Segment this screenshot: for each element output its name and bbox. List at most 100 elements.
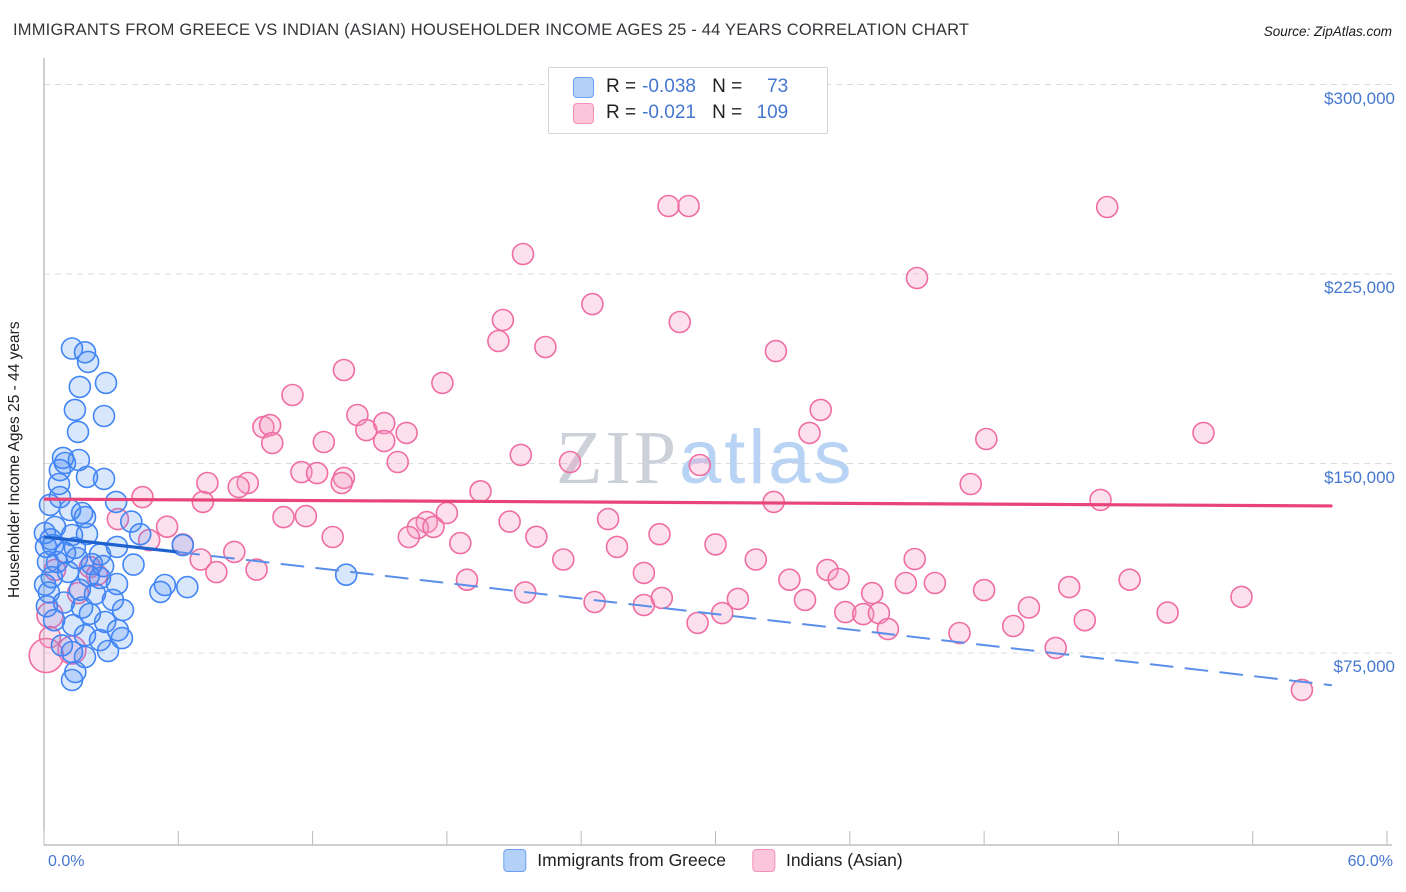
scatter-point-indian <box>511 242 535 266</box>
scatter-point-indian <box>330 471 354 495</box>
r-label: R = <box>606 76 637 97</box>
greece-swatch-icon <box>503 849 527 872</box>
indian-swatch-icon <box>751 849 775 872</box>
scatter-point-indian <box>1044 636 1067 660</box>
scatter-point-indian <box>205 560 228 584</box>
scatter-point-indian <box>668 310 692 334</box>
scatter-point-indian <box>948 621 971 645</box>
y-axis-tick-label: $150,000 <box>1324 467 1395 487</box>
scatter-point-indian <box>923 571 947 595</box>
scatter-point-greece <box>70 501 94 525</box>
scatter-point-greece <box>96 639 120 663</box>
scatter-point-greece <box>75 465 99 489</box>
scatter-point-indian <box>281 383 304 407</box>
scatter-point-indian <box>605 535 629 559</box>
scatter-point-indian <box>372 429 396 453</box>
r-label: R = <box>606 102 637 123</box>
scatter-point-greece <box>38 493 62 517</box>
scatter-point-greece <box>104 490 128 514</box>
scatter-point-greece <box>122 553 145 576</box>
r-value-indian: -0.021 <box>642 102 696 123</box>
scatter-point-greece <box>128 522 152 546</box>
scatter-point-indian <box>688 453 712 477</box>
scatter-point-greece <box>60 337 84 360</box>
scatter-point-indian <box>469 479 492 503</box>
scatter-point-indian <box>272 505 295 529</box>
scatter-point-indian <box>1192 421 1215 445</box>
scatter-point-indian <box>1095 195 1119 219</box>
scatter-point-greece <box>92 467 116 491</box>
scatter-point-indian <box>677 194 700 218</box>
scatter-point-indian <box>726 587 750 611</box>
scatter-point-indian <box>1017 596 1041 619</box>
scatter-point-indian <box>798 421 821 445</box>
legend-item-greece: Immigrants from Greece <box>503 849 726 872</box>
scatter-point-indian <box>959 472 983 496</box>
scatter-point-greece <box>120 510 143 533</box>
scatter-point-indian <box>38 625 62 649</box>
scatter-point-greece <box>111 598 135 622</box>
scatter-point-indian <box>551 548 575 571</box>
scatter-point-indian <box>260 431 284 455</box>
scatter-point-indian <box>1118 568 1141 592</box>
scatter-point-indian <box>704 533 727 556</box>
scatter-point-greece <box>110 626 134 650</box>
scatter-point-indian <box>498 510 521 533</box>
y-axis-tick-label: $225,000 <box>1324 278 1395 297</box>
scatter-point-indian <box>487 329 510 353</box>
scatter-point-indian <box>227 475 250 499</box>
scatter-point-indian <box>860 581 884 605</box>
scatter-point-indian <box>1057 575 1081 599</box>
watermark: ZIPatlas <box>556 415 855 500</box>
scatter-point-indian <box>1290 678 1314 702</box>
source-attribution: Source: ZipAtlas.com <box>1263 24 1392 39</box>
scatter-point-indian <box>905 266 929 290</box>
scatter-point-greece <box>171 533 195 557</box>
scatter-point-greece <box>35 594 59 618</box>
scatter-point-greece <box>63 398 87 422</box>
scatter-point-indian <box>155 515 179 539</box>
scatter-point-indian <box>744 548 768 571</box>
scatter-point-indian <box>650 586 674 610</box>
scatter-point-indian <box>974 427 998 451</box>
y-axis-tick-label: $75,000 <box>1333 657 1395 676</box>
scatter-point-indian <box>1001 614 1025 638</box>
n-value-indian: 109 <box>756 102 789 123</box>
scatter-point-indian <box>583 590 606 614</box>
scatter-point-greece <box>93 610 117 634</box>
scatter-point-greece <box>76 350 100 374</box>
greece-trend-extrapolation <box>176 550 1333 687</box>
scatter-point-indian <box>827 567 850 591</box>
legend-row-greece: R = -0.038 N = 73 <box>573 76 815 98</box>
scatter-point-indian <box>422 515 445 539</box>
legend-row-indian: R = -0.021 N = 109 <box>573 102 815 124</box>
scatter-point-greece <box>153 573 177 597</box>
scatter-point-indian <box>191 490 215 514</box>
scatter-point-greece <box>68 375 92 399</box>
x-axis-max-label: 60.0% <box>1347 853 1393 870</box>
series-legend: Immigrants from Greece Indians (Asian) <box>503 849 903 872</box>
scatter-point-indian <box>833 600 857 624</box>
scatter-point-indian <box>294 504 318 528</box>
legend-label-greece: Immigrants from Greece <box>537 850 726 870</box>
scatter-point-indian <box>972 578 996 602</box>
correlation-legend: R = -0.038 N = 73 R = -0.021 N = 109 <box>548 67 828 134</box>
scatter-point-indian <box>196 471 219 495</box>
scatter-point-indian <box>903 547 927 571</box>
scatter-point-indian <box>509 443 533 467</box>
scatter-point-indian <box>778 568 801 592</box>
scatter-point-indian <box>372 411 396 435</box>
indian-trend-line <box>43 497 1333 508</box>
scatter-point-indian <box>258 413 282 437</box>
scatter-point-indian <box>764 339 788 363</box>
scatter-point-indian <box>491 308 515 332</box>
indian-swatch-icon <box>573 102 594 124</box>
n-label: N = <box>712 102 743 123</box>
legend-label-indian: Indians (Asian) <box>785 850 903 870</box>
scatter-point-greece <box>176 575 199 599</box>
scatter-point-indian <box>1230 585 1253 609</box>
scatter-point-greece <box>33 573 57 597</box>
scatter-point-indian <box>558 450 582 474</box>
